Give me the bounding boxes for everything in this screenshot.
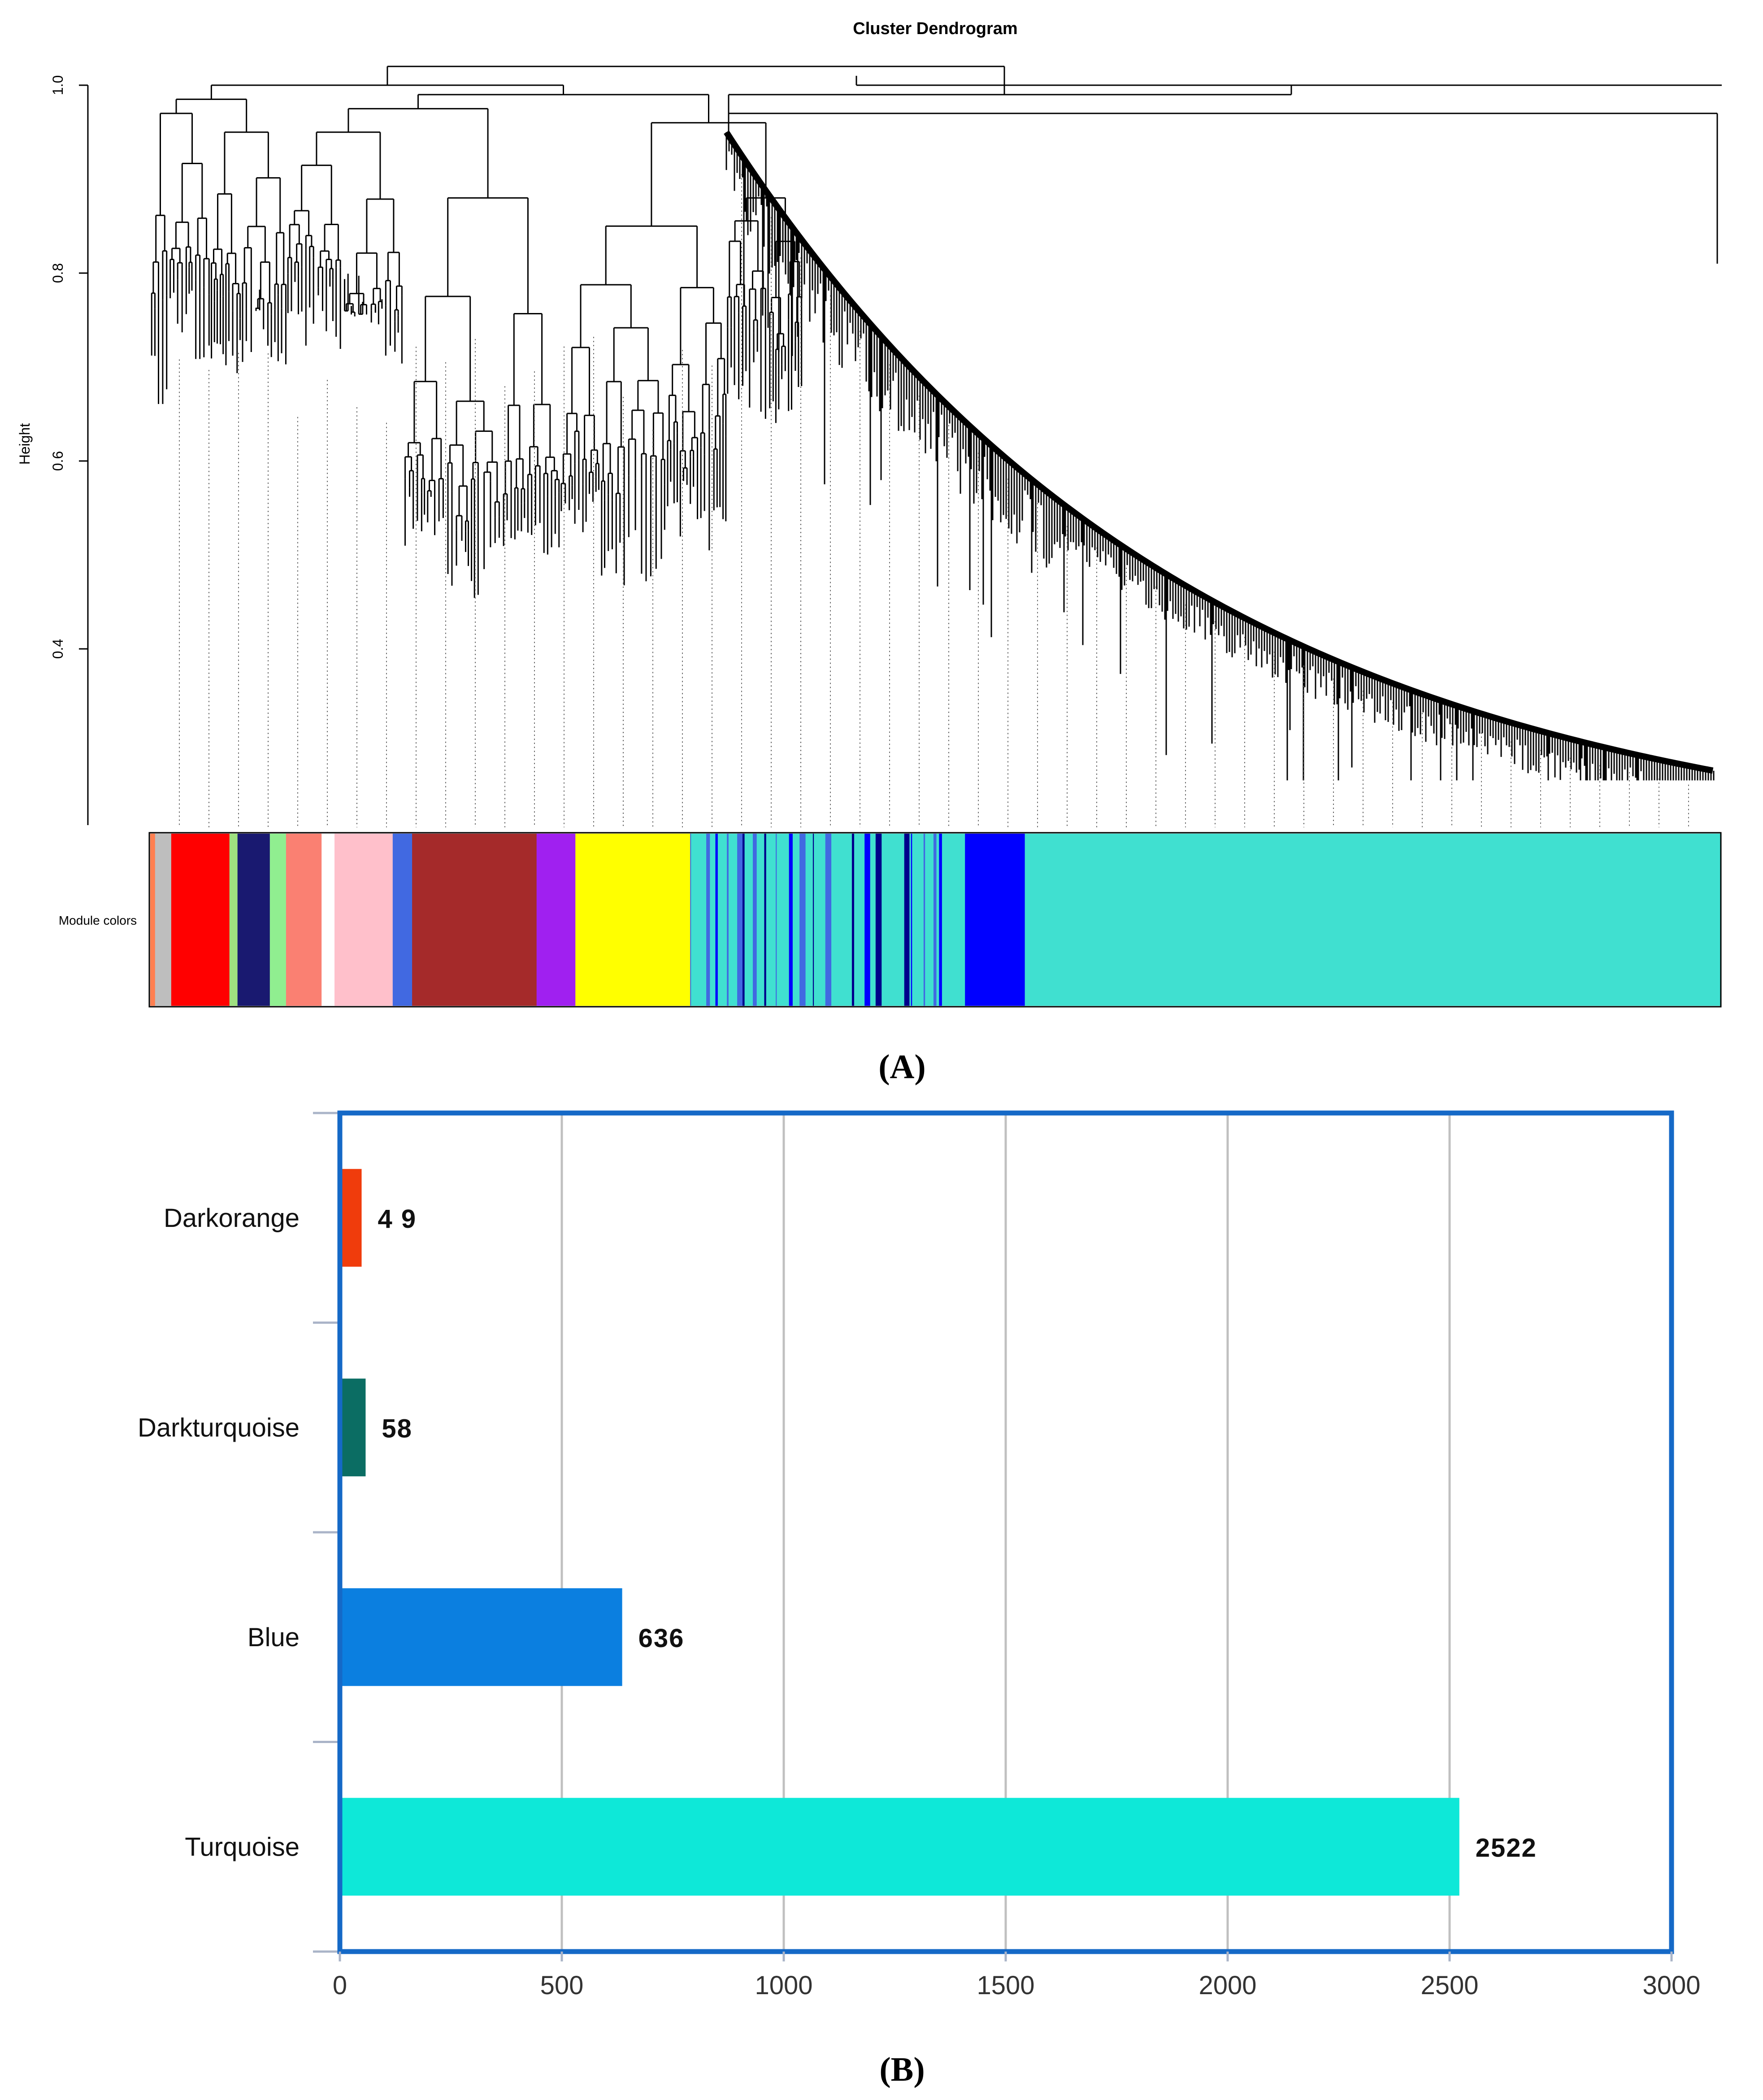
x-tick-label: 1000 [755,1971,812,2000]
module-color-stripe [955,834,961,1006]
module-color-stripe [760,834,762,1006]
bar-chart-x-ticks: 0 500 1000 1500 2000 2500 3000 [333,1952,1701,2000]
dendrogram-title: Cluster Dendrogram [853,19,1017,38]
module-color-stripe [764,834,766,1006]
module-color-brown [412,834,537,1006]
module-color-stripe [727,834,729,1006]
x-tick-label: 500 [540,1971,584,2000]
dendrogram-y-ticks: 0.4 0.6 0.8 1.0 [50,75,88,659]
bar-blue [340,1588,622,1686]
bar-darkorange [340,1169,362,1267]
module-color-white [321,834,335,1006]
module-color-stripe [843,834,850,1006]
x-tick-label: 1500 [977,1971,1034,2000]
module-color-stripe [737,834,743,1006]
module-color-salmon [286,834,322,1006]
bar-value-label: 4 9 [378,1204,417,1234]
x-tick-label: 2000 [1198,1971,1256,2000]
module-color-stripe [753,834,757,1006]
y-tick-label: 0.6 [50,451,66,471]
module-color-stripe [831,834,837,1006]
dendrogram-chain [724,130,1714,774]
category-label: Darkorange [164,1204,300,1233]
module-color-stripe [864,834,870,1006]
module-color-stripe [742,834,745,1006]
x-tick-label: 2500 [1420,1971,1478,2000]
module-color-stripe [949,834,953,1006]
module-colors-label: Module colors [59,913,137,927]
module-color-green [229,834,238,1006]
module-color-stripe [706,834,710,1006]
module-color-stripe [939,834,942,1006]
module-color-bar-frame [148,832,1722,1008]
module-color-bar [150,834,1720,1006]
category-label: Blue [248,1623,300,1652]
module-color-stripe [856,834,863,1006]
module-color-stripe [895,834,902,1006]
module-color-stripe [690,834,691,1006]
module-color-yellow [575,834,690,1006]
module-color-midnightblue [237,834,270,1006]
module-color-stripe [825,834,832,1006]
category-label: Turquoise [185,1832,300,1861]
module-color-stripe [812,834,814,1006]
module-color-stripe [886,834,890,1006]
panel-a-label: (A) [878,1048,926,1086]
module-color-stripe [904,834,910,1006]
module-color-stripe [789,834,793,1006]
module-color-stripe [698,834,699,1006]
module-color-stripe [911,834,912,1006]
module-color-purple [536,834,576,1006]
bar-value-label: 58 [382,1414,413,1443]
module-color-stripe [776,834,777,1006]
x-tick-label: 3000 [1642,1971,1700,2000]
bar-chart-bars: Darkorange 4 9 Darkturquoise 58 Blue 636 Turqu… [138,1169,1537,1896]
bar-darkturquoise [340,1378,366,1477]
module-color-grey [155,834,172,1006]
category-label: Darkturquoise [138,1413,300,1442]
bar-value-label: 636 [638,1624,685,1653]
dendrogram-y-axis-label: Height [17,423,33,465]
module-color-darkorange [150,834,156,1006]
bar-chart-category-ticks [313,1112,340,1953]
module-color-stripe [851,834,855,1006]
module-color-turquoise [1025,834,1720,1006]
module-color-stripe [715,834,718,1006]
dendrogram-tree [151,65,1722,827]
y-tick-label: 0.8 [50,263,66,283]
module-color-lightgreen [269,834,287,1006]
module-color-stripe [875,834,882,1006]
module-color-pink [334,834,393,1006]
module-color-stripe [933,834,937,1006]
panel-b-label: (B) [879,2051,925,2088]
x-tick-label: 0 [333,1971,347,2000]
y-tick-label: 1.0 [50,75,66,95]
module-color-stripe [923,834,925,1006]
dendrogram-panel: Cluster Dendrogram Height 0.4 0.6 0.8 1.0 M… [17,19,1722,1086]
y-tick-label: 0.4 [50,639,66,659]
bar-turquoise [340,1798,1459,1896]
bar-value-label: 2522 [1476,1833,1537,1862]
module-color-royalblue [392,834,413,1006]
module-size-bar-chart: Darkorange 4 9 Darkturquoise 58 Blue 636 Turqu… [138,1110,1701,2088]
module-color-stripe [799,834,806,1006]
module-color-blue [965,834,1025,1006]
module-color-red [171,834,230,1006]
